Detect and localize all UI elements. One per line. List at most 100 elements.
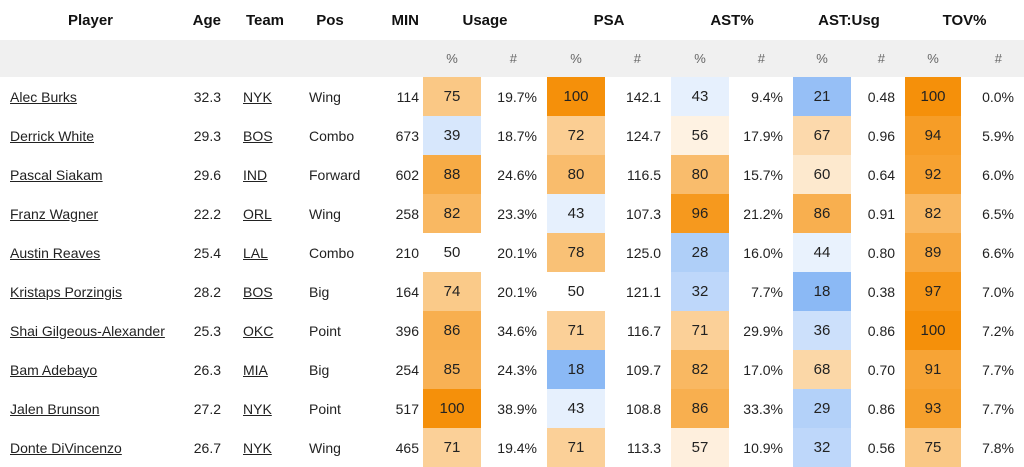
ast-value-cell: 9.4% bbox=[751, 88, 783, 105]
age-cell: 26.3 bbox=[193, 361, 221, 378]
astusg-percentile-cell: 18 bbox=[793, 272, 851, 311]
tov-percentile-cell: 93 bbox=[905, 389, 962, 428]
usage-value-cell: 19.7% bbox=[497, 88, 537, 105]
psa-percentile-cell: 72 bbox=[547, 116, 605, 155]
team-link[interactable]: NYK bbox=[243, 400, 272, 417]
team-link[interactable]: NYK bbox=[243, 439, 272, 456]
col-player[interactable]: Player bbox=[67, 11, 114, 29]
team-link[interactable]: IND bbox=[243, 166, 268, 183]
player-link[interactable]: Derrick White bbox=[10, 127, 95, 144]
table-row: Alec Burks 32.3 NYK Wing 114 75 19.7% 100 142.1 4… bbox=[0, 77, 1024, 116]
col-ast-usg[interactable]: AST:Usg bbox=[818, 11, 880, 29]
position-cell: Big bbox=[309, 283, 330, 300]
usage-value-cell: 20.1% bbox=[497, 244, 537, 261]
team-link[interactable]: ORL bbox=[243, 205, 272, 222]
team-cell: ORL bbox=[235, 194, 295, 233]
team-link[interactable]: NYK bbox=[243, 88, 272, 105]
astusg-percentile-cell: 60 bbox=[793, 155, 851, 194]
position-cell: Forward bbox=[309, 166, 361, 183]
ast-pct-subheader[interactable]: % bbox=[671, 40, 729, 77]
col-tov-pct[interactable]: TOV% bbox=[942, 11, 987, 29]
col-psa[interactable]: PSA bbox=[593, 11, 625, 29]
tov-percentile-cell: 75 bbox=[905, 428, 962, 467]
player-link[interactable]: Kristaps Porzingis bbox=[10, 283, 123, 300]
header-row: Player Age Team Pos MIN Usage PSA AST% A… bbox=[0, 0, 1024, 40]
table-row: Franz Wagner 22.2 ORL Wing 258 82 23.3% 43 107.3… bbox=[0, 194, 1024, 233]
player-link[interactable]: Shai Gilgeous-Alexander bbox=[10, 322, 165, 339]
usage-pct-subheader[interactable]: % bbox=[423, 40, 481, 77]
team-link[interactable]: LAL bbox=[243, 244, 268, 261]
usage-value-cell: 38.9% bbox=[497, 400, 537, 417]
col-team[interactable]: Team bbox=[245, 11, 285, 29]
psa-value-cell: 107.3 bbox=[625, 205, 661, 222]
psa-value-cell: 121.1 bbox=[625, 283, 661, 300]
team-cell: BOS bbox=[235, 272, 295, 311]
tov-pct-subheader[interactable]: % bbox=[905, 40, 962, 77]
astusg-percentile-cell: 68 bbox=[793, 350, 851, 389]
minutes-cell: 517 bbox=[395, 400, 419, 417]
player-link[interactable]: Pascal Siakam bbox=[10, 166, 103, 183]
team-cell: NYK bbox=[235, 428, 295, 467]
team-cell: NYK bbox=[235, 389, 295, 428]
psa-value-cell: 113.3 bbox=[627, 439, 661, 456]
usage-percentile-cell: 85 bbox=[423, 350, 481, 389]
player-link[interactable]: Franz Wagner bbox=[10, 205, 99, 222]
psa-percentile-cell: 71 bbox=[547, 311, 605, 350]
minutes-cell: 673 bbox=[395, 127, 419, 144]
team-cell: OKC bbox=[235, 311, 295, 350]
ast-num-subheader[interactable]: # bbox=[729, 40, 793, 77]
usage-num-subheader[interactable]: # bbox=[481, 40, 547, 77]
ast-percentile-cell: 82 bbox=[671, 350, 729, 389]
psa-percentile-cell: 43 bbox=[547, 194, 605, 233]
team-link[interactable]: BOS bbox=[243, 127, 273, 144]
col-min[interactable]: MIN bbox=[391, 11, 420, 29]
table-row: Shai Gilgeous-Alexander 25.3 OKC Point 396 86… bbox=[0, 311, 1024, 350]
player-link[interactable]: Alec Burks bbox=[10, 88, 77, 105]
player-cell: Bam Adebayo bbox=[0, 350, 181, 389]
minutes-cell: 602 bbox=[395, 166, 419, 183]
astusg-value-cell: 0.56 bbox=[867, 439, 896, 456]
psa-percentile-cell: 71 bbox=[547, 428, 605, 467]
player-link[interactable]: Austin Reaves bbox=[10, 244, 101, 261]
usage-value-cell: 34.6% bbox=[497, 322, 537, 339]
team-cell: MIA bbox=[235, 350, 295, 389]
team-link[interactable]: MIA bbox=[243, 361, 268, 378]
ast-value-cell: 21.2% bbox=[743, 205, 783, 222]
subheader-row: % # % # % # % # % # bbox=[0, 40, 1024, 77]
psa-percentile-cell: 50 bbox=[547, 272, 605, 311]
psa-value-cell: 124.7 bbox=[625, 127, 661, 144]
col-age[interactable]: Age bbox=[192, 11, 221, 29]
team-link[interactable]: BOS bbox=[243, 283, 273, 300]
usage-percentile-cell: 82 bbox=[423, 194, 481, 233]
minutes-cell: 258 bbox=[395, 205, 419, 222]
col-ast-pct[interactable]: AST% bbox=[710, 11, 754, 29]
player-link[interactable]: Bam Adebayo bbox=[10, 361, 98, 378]
player-link[interactable]: Jalen Brunson bbox=[10, 400, 100, 417]
psa-num-subheader[interactable]: # bbox=[605, 40, 671, 77]
tov-value-cell: 7.7% bbox=[982, 361, 1015, 378]
team-link[interactable]: OKC bbox=[243, 322, 274, 339]
astusg-percentile-cell: 44 bbox=[793, 233, 851, 272]
tov-num-subheader[interactable]: # bbox=[961, 40, 1024, 77]
player-link[interactable]: Donte DiVincenzo bbox=[10, 439, 122, 456]
tov-value-cell: 6.5% bbox=[982, 205, 1015, 222]
age-cell: 29.6 bbox=[193, 166, 221, 183]
col-usage[interactable]: Usage bbox=[462, 11, 508, 29]
ast-value-cell: 10.9% bbox=[743, 439, 783, 456]
tov-value-cell: 7.2% bbox=[982, 322, 1015, 339]
usage-value-cell: 18.7% bbox=[497, 127, 537, 144]
astusg-pct-subheader[interactable]: % bbox=[793, 40, 851, 77]
psa-percentile-cell: 78 bbox=[547, 233, 605, 272]
astusg-percentile-cell: 32 bbox=[793, 428, 851, 467]
table-row: Derrick White 29.3 BOS Combo 673 39 18.7% 72 124… bbox=[0, 116, 1024, 155]
psa-percentile-cell: 80 bbox=[547, 155, 605, 194]
table-row: Kristaps Porzingis 28.2 BOS Big 164 74 20.1% 50… bbox=[0, 272, 1024, 311]
position-cell: Combo bbox=[309, 244, 355, 261]
ast-value-cell: 29.9% bbox=[743, 322, 783, 339]
psa-pct-subheader[interactable]: % bbox=[547, 40, 605, 77]
col-pos[interactable]: Pos bbox=[316, 11, 344, 29]
astusg-value-cell: 0.64 bbox=[867, 166, 896, 183]
psa-percentile-cell: 18 bbox=[547, 350, 605, 389]
ast-value-cell: 17.0% bbox=[743, 361, 783, 378]
astusg-num-subheader[interactable]: # bbox=[851, 40, 906, 77]
